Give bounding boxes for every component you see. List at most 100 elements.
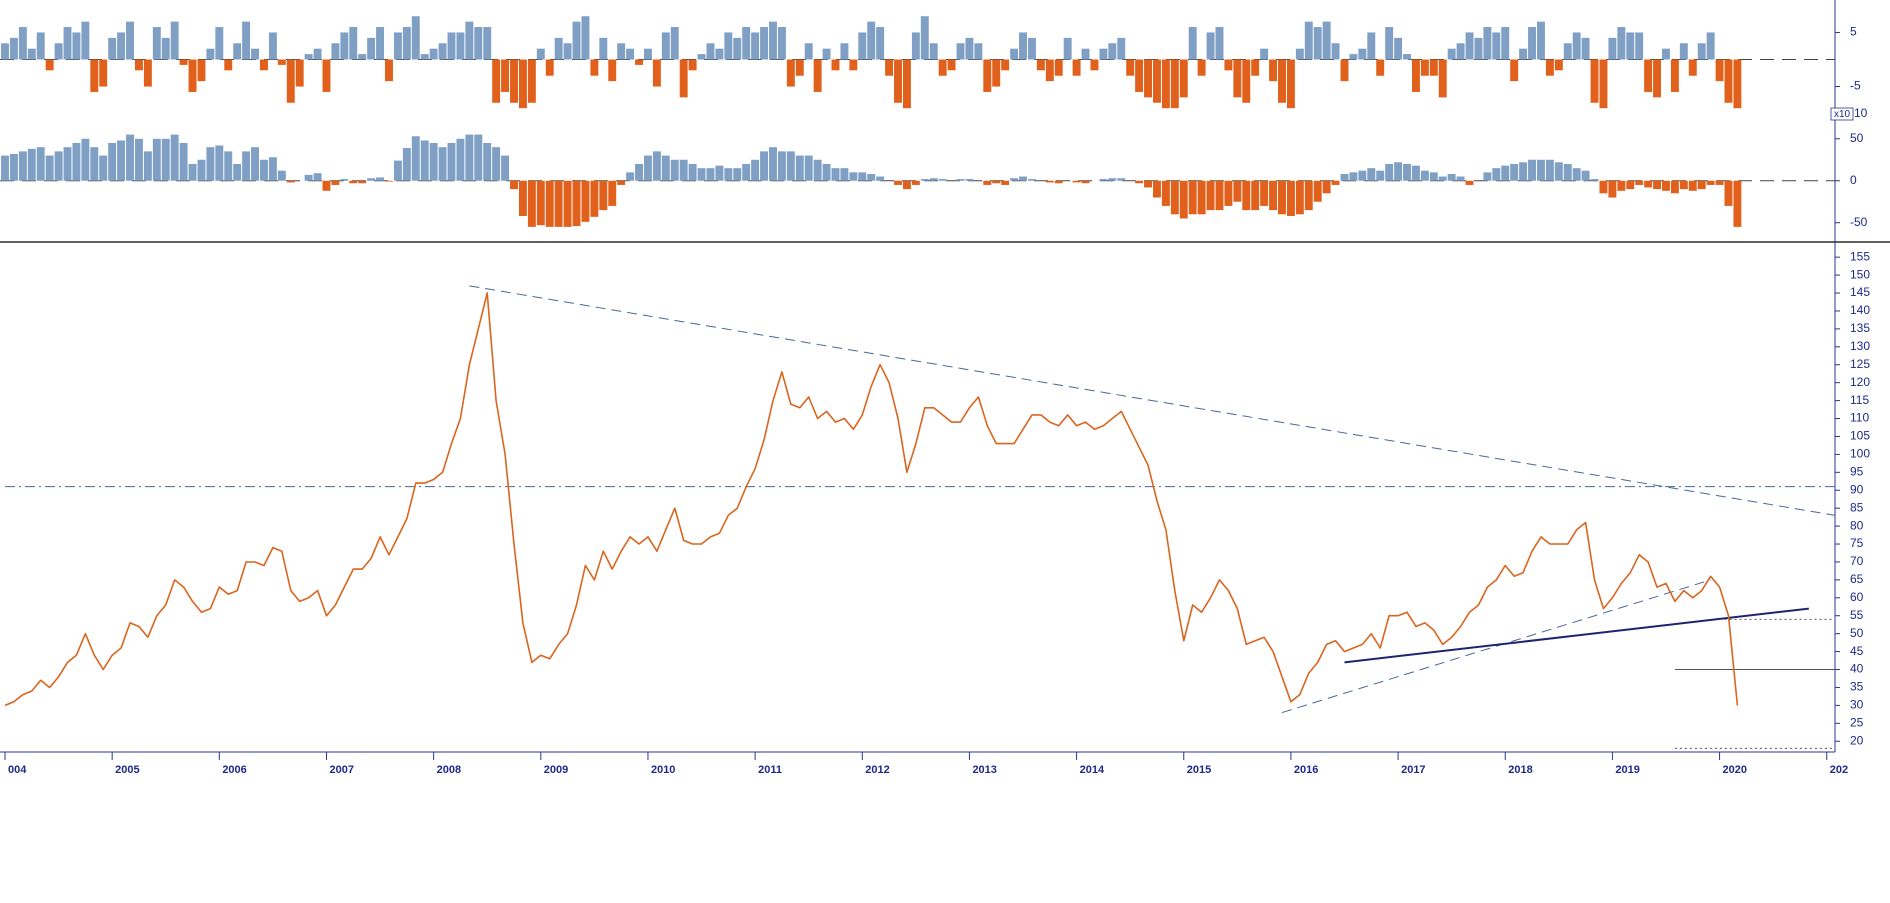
x-tick-label: 2006: [222, 764, 246, 776]
bar: [608, 180, 617, 206]
bar: [1010, 178, 1019, 181]
bar: [331, 43, 340, 60]
bar: [1465, 180, 1474, 185]
trend-line: [1344, 607, 1809, 664]
bar: [1215, 27, 1224, 60]
bar: [670, 27, 679, 60]
bar: [1081, 48, 1090, 60]
bar: [510, 59, 518, 103]
bar: [277, 59, 286, 65]
bar: [1653, 180, 1662, 190]
bar: [724, 32, 733, 60]
x-tick-label: 202: [1830, 764, 1848, 776]
bar: [1233, 180, 1242, 202]
bar: [206, 48, 215, 60]
bar: [1590, 179, 1599, 181]
bar: [1144, 180, 1153, 188]
bar: [1331, 43, 1340, 60]
bar: [349, 180, 358, 184]
bar: [885, 59, 894, 76]
bar: [81, 138, 90, 181]
bar: [992, 59, 1001, 87]
bar: [1653, 59, 1662, 98]
bar: [751, 159, 760, 181]
x-tick-label: 2020: [1723, 764, 1747, 776]
bar: [1456, 43, 1465, 60]
bar: [1045, 180, 1054, 183]
bar: [804, 43, 813, 60]
bar: [1635, 32, 1644, 60]
y-tick-label: 25: [1850, 715, 1864, 729]
bar: [1706, 180, 1715, 185]
bar: [126, 134, 134, 181]
bar: [1036, 59, 1045, 71]
bar: [286, 180, 295, 183]
bar: [1019, 176, 1027, 181]
bar: [1733, 180, 1742, 227]
bar: [1340, 59, 1349, 82]
bar: [251, 147, 260, 181]
bar: [1510, 163, 1519, 181]
bar: [295, 59, 304, 87]
bar: [1072, 180, 1081, 183]
bar: [1715, 59, 1724, 82]
x-tick-label: 2007: [329, 764, 353, 776]
bar: [1206, 32, 1215, 60]
y-tick-label: 20: [1850, 733, 1864, 747]
bar: [313, 173, 322, 181]
bar: [554, 37, 563, 60]
bar: [751, 32, 760, 60]
bar: [1662, 180, 1670, 191]
bar: [1403, 54, 1411, 60]
bar: [63, 27, 72, 60]
bar: [1090, 59, 1099, 71]
bar: [572, 21, 581, 60]
y-tick-label: 60: [1850, 590, 1864, 604]
bar: [1724, 59, 1733, 103]
bar: [536, 48, 545, 60]
bar: [1206, 180, 1215, 211]
bar: [635, 59, 643, 65]
y-tick-label: 130: [1850, 339, 1870, 353]
x-tick-label: 2013: [972, 764, 996, 776]
bar: [1590, 59, 1599, 103]
bar: [1376, 59, 1385, 76]
bar: [786, 151, 795, 181]
bar: [1420, 170, 1429, 181]
bar: [1001, 59, 1010, 71]
bar: [876, 27, 885, 60]
bar: [36, 147, 45, 181]
bar: [9, 37, 18, 60]
bar: [45, 59, 54, 71]
bar: [72, 32, 81, 60]
bar: [617, 43, 626, 60]
bar: [340, 179, 349, 181]
bar: [81, 21, 90, 60]
bar: [599, 180, 608, 211]
bar: [215, 145, 224, 181]
bar: [411, 16, 420, 60]
bar: [617, 180, 626, 185]
x-tick-label: 004: [8, 764, 27, 776]
bar: [27, 48, 36, 60]
bar: [1385, 27, 1394, 60]
bar: [1626, 180, 1635, 190]
bar: [251, 48, 260, 60]
bar: [179, 59, 188, 65]
bar: [367, 37, 376, 60]
bar: [742, 163, 751, 181]
price-line: [4, 292, 1739, 707]
bar: [1367, 168, 1376, 181]
bar: [1027, 179, 1036, 181]
bar: [206, 147, 215, 181]
bar: [643, 48, 652, 60]
bar: [563, 43, 572, 60]
bar: [438, 43, 447, 60]
bar: [483, 142, 492, 181]
bar: [1322, 21, 1331, 60]
bar: [18, 27, 27, 60]
bar: [1420, 59, 1429, 76]
bar: [849, 172, 858, 181]
